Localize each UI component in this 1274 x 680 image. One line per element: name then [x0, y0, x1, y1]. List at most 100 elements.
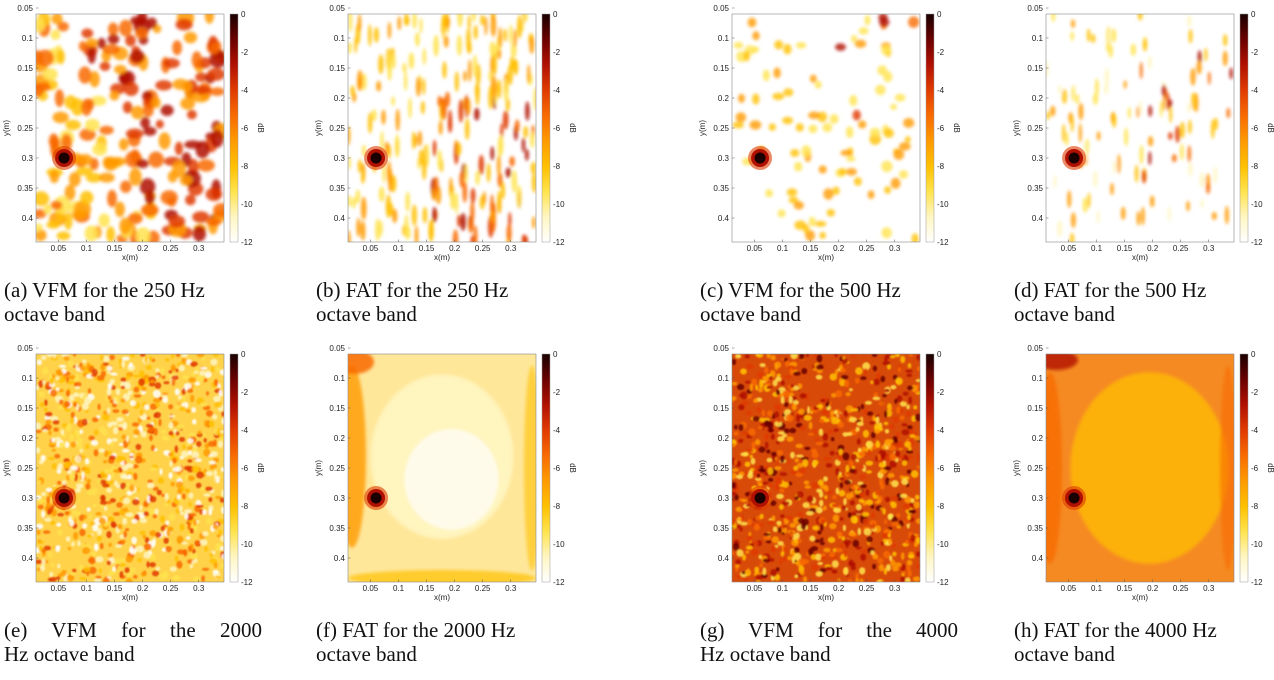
caption-line: (d) FAT for the 500 Hz — [1014, 278, 1207, 302]
colorbar-tick-label: -2 — [241, 48, 249, 57]
x-tick-label: 0.25 — [859, 244, 875, 253]
y-tick-label: 0.3 — [334, 494, 346, 503]
colorbar-tick-label: 0 — [937, 350, 942, 359]
colorbar-tick-label: -4 — [553, 86, 561, 95]
heatmap-plot-g: 0.05 0.1 0.15 0.2 0.25 0.3 0.05 0.1 0.15 0.2 0.25 0… — [698, 344, 961, 602]
source-hotspot-b — [364, 146, 389, 170]
x-tick-label: 0.05 — [1061, 244, 1077, 253]
heatmap-plot-e: 0.05 0.1 0.15 0.2 0.25 0.3 0.05 0.1 0.15 0.2 0.25 0… — [2, 344, 265, 602]
source-hotspot-c — [748, 146, 773, 170]
colorbar-tick-label: -6 — [937, 124, 945, 133]
y-tick-label: 0.15 — [713, 404, 729, 413]
y-tick-label: 0.15 — [17, 64, 33, 73]
y-tick-label: 0.2 — [22, 94, 34, 103]
colorbar-tick-label: -8 — [1251, 162, 1259, 171]
y-tick-label: 0.2 — [334, 434, 346, 443]
colorbar-tick-label: -10 — [937, 540, 949, 549]
y-tick-label: 0.35 — [713, 184, 729, 193]
colorbar-tick-label: -10 — [1251, 200, 1263, 209]
y-tick-label: 0.1 — [718, 34, 730, 43]
x-tick-label: 0.05 — [363, 584, 379, 593]
colorbar-tick-label: -12 — [553, 238, 565, 247]
colorbar-tick-label: -6 — [937, 464, 945, 473]
colorbar-tick-label: 0 — [937, 10, 942, 19]
y-tick-label: 0.25 — [329, 464, 345, 473]
caption-line: octave band — [700, 302, 801, 326]
source-hotspot-g — [748, 486, 773, 510]
colorbar-label: dB — [256, 123, 265, 133]
caption-line: (a) VFM for the 250 Hz — [4, 278, 205, 302]
y-tick-label: 0.1 — [334, 374, 346, 383]
x-tick-label: 0.25 — [475, 584, 491, 593]
x-tick-label: 0.3 — [505, 584, 517, 593]
y-axis-label: y(m) — [698, 120, 707, 136]
caption-line: Hz octave band — [700, 642, 831, 666]
panel-b: 0.05 0.1 0.15 0.2 0.25 0.3 0.05 0.1 0.15 0.2 0.25 0… — [312, 0, 582, 330]
y-tick-label: 0.25 — [713, 464, 729, 473]
heatmap-field-g — [732, 354, 920, 582]
x-axis-label: x(m) — [818, 593, 834, 602]
x-tick-label: 0.3 — [505, 244, 517, 253]
colorbar-tick-label: -4 — [553, 426, 561, 435]
x-tick-label: 0.3 — [1203, 244, 1215, 253]
colorbar-tick-label: -8 — [241, 502, 249, 511]
y-tick-label: 0.05 — [713, 344, 729, 353]
y-tick-label: 0.25 — [1027, 124, 1043, 133]
y-tick-label: 0.4 — [22, 214, 34, 223]
y-tick-label: 0.25 — [17, 124, 33, 133]
y-tick-label: 0.05 — [713, 4, 729, 13]
y-tick-label: 0.2 — [1032, 94, 1044, 103]
source-hotspot-a — [52, 146, 77, 170]
colorbar-tick-label: -6 — [241, 124, 249, 133]
colorbar-tick-label: -2 — [1251, 48, 1259, 57]
x-tick-label: 0.25 — [1173, 244, 1189, 253]
y-tick-label: 0.25 — [17, 464, 33, 473]
colorbar-tick-label: -6 — [553, 464, 561, 473]
colorbar-tick-label: -4 — [241, 86, 249, 95]
y-tick-label: 0.3 — [22, 494, 34, 503]
panel-h: 0.05 0.1 0.15 0.2 0.25 0.3 0.05 0.1 0.15 0.2 0.25 0… — [1010, 340, 1274, 670]
panel-e: 0.05 0.1 0.15 0.2 0.25 0.3 0.05 0.1 0.15 0.2 0.25 0… — [0, 340, 270, 670]
x-tick-label: 0.1 — [1091, 244, 1103, 253]
x-tick-label: 0.1 — [393, 244, 405, 253]
y-tick-label: 0.3 — [1032, 154, 1044, 163]
y-tick-label: 0.4 — [334, 554, 346, 563]
y-tick-label: 0.3 — [334, 154, 346, 163]
x-axis-label: x(m) — [122, 593, 138, 602]
y-tick-label: 0.2 — [718, 94, 730, 103]
y-axis-label: y(m) — [314, 460, 323, 476]
x-tick-label: 0.15 — [803, 584, 819, 593]
x-tick-label: 0.15 — [803, 244, 819, 253]
y-tick-label: 0.35 — [1027, 524, 1043, 533]
y-tick-label: 0.1 — [1032, 374, 1044, 383]
colorbar-label: dB — [952, 463, 961, 473]
y-tick-label: 0.3 — [1032, 494, 1044, 503]
x-tick-label: 0.05 — [747, 244, 763, 253]
heatmap-field-d — [1046, 14, 1234, 242]
colorbar-tick-label: -10 — [553, 200, 565, 209]
x-tick-label: 0.2 — [137, 584, 149, 593]
colorbar-tick-label: -2 — [553, 48, 561, 57]
colorbar-tick-label: -10 — [241, 540, 253, 549]
panel-g: 0.05 0.1 0.15 0.2 0.25 0.3 0.05 0.1 0.15 0.2 0.25 0… — [696, 340, 966, 670]
source-hotspot-d — [1062, 146, 1087, 170]
heatmap-field-c — [732, 14, 920, 242]
heatmap-field-f — [348, 354, 536, 582]
y-tick-label: 0.05 — [329, 4, 345, 13]
y-tick-label: 0.05 — [1027, 344, 1043, 353]
y-axis-label: y(m) — [2, 120, 11, 136]
y-tick-label: 0.4 — [1032, 554, 1044, 563]
y-tick-label: 0.1 — [22, 34, 34, 43]
caption-line: octave band — [316, 642, 417, 666]
panel-a: 0.05 0.1 0.15 0.2 0.25 0.3 0.05 0.1 0.15 0.2 0.25 0… — [0, 0, 270, 330]
colorbar-tick-label: -8 — [553, 502, 561, 511]
x-tick-label: 0.2 — [449, 244, 461, 253]
colorbar-tick-label: 0 — [1251, 10, 1256, 19]
x-tick-label: 0.05 — [51, 584, 67, 593]
colorbar-g: 0 -2 -4 -6 -8 -10 -12 dB — [925, 350, 961, 587]
x-tick-label: 0.1 — [81, 244, 93, 253]
x-tick-label: 0.05 — [747, 584, 763, 593]
x-tick-label: 0.15 — [419, 244, 435, 253]
colorbar-label: dB — [568, 123, 577, 133]
